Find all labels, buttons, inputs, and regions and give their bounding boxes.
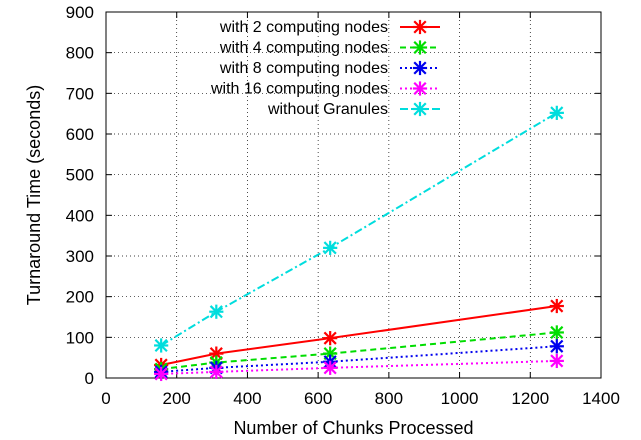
legend-label: with 4 computing nodes	[219, 40, 388, 57]
legend-item: without Granules	[267, 101, 440, 118]
y-tick-label: 300	[66, 247, 94, 266]
y-tick-label: 800	[66, 44, 94, 63]
legend-item: with 4 computing nodes	[219, 40, 440, 57]
legend-marker	[412, 19, 428, 35]
x-tick-label: 600	[304, 389, 332, 408]
y-tick-label: 0	[85, 369, 94, 388]
x-tick-label: 1400	[582, 389, 620, 408]
legend-label: with 8 computing nodes	[219, 60, 388, 77]
legend-marker	[412, 40, 428, 55]
data-point	[549, 105, 564, 120]
y-tick-label: 400	[66, 206, 94, 225]
y-tick-label: 600	[66, 125, 94, 144]
legend-marker	[412, 60, 428, 76]
x-tick-label: 1000	[441, 389, 479, 408]
legend-label: without Granules	[267, 101, 388, 118]
x-tick-label: 200	[163, 389, 191, 408]
y-tick-label: 200	[66, 288, 94, 307]
series-4	[154, 353, 564, 382]
series-5	[154, 105, 564, 353]
data-point	[549, 353, 564, 369]
y-tick-label: 100	[66, 328, 94, 347]
x-axis-label: Number of Chunks Processed	[233, 418, 473, 438]
legend-item: with 2 computing nodes	[219, 19, 440, 36]
data-point	[549, 298, 564, 314]
y-tick-label: 900	[66, 3, 94, 22]
series-layer	[154, 105, 564, 382]
legend-item: with 8 computing nodes	[219, 60, 440, 77]
legend-marker	[412, 81, 428, 96]
data-point	[323, 240, 338, 255]
x-tick-label: 1200	[511, 389, 549, 408]
data-point	[549, 339, 564, 354]
legend-marker	[412, 101, 428, 117]
data-point	[209, 364, 224, 379]
legend-label: with 16 computing nodes	[210, 81, 388, 98]
legend: with 2 computing nodes with 4 computing n…	[210, 19, 440, 118]
data-point	[323, 360, 338, 375]
x-tick-label: 800	[375, 389, 403, 408]
data-point	[549, 325, 564, 340]
series-line	[160, 111, 558, 347]
series-1	[154, 298, 564, 373]
y-axis-label: Turnaround Time (seconds)	[24, 85, 44, 305]
y-tick-label: 500	[66, 166, 94, 185]
data-point	[209, 304, 224, 319]
series-line	[160, 305, 557, 366]
grid-lines	[106, 12, 601, 378]
legend-item: with 16 computing nodes	[210, 81, 440, 98]
x-tick-label: 0	[101, 389, 110, 408]
data-point	[323, 331, 338, 346]
legend-label: with 2 computing nodes	[219, 19, 388, 36]
data-point	[154, 366, 169, 382]
x-tick-label: 400	[233, 389, 261, 408]
axis-ticks: 0 200 400 600 800 1000 1200 1400 0 100 200 300 400 50…	[66, 3, 620, 408]
data-point	[154, 338, 169, 353]
plot-frame	[105, 11, 602, 379]
y-tick-label: 700	[66, 84, 94, 103]
series-line	[161, 331, 557, 371]
